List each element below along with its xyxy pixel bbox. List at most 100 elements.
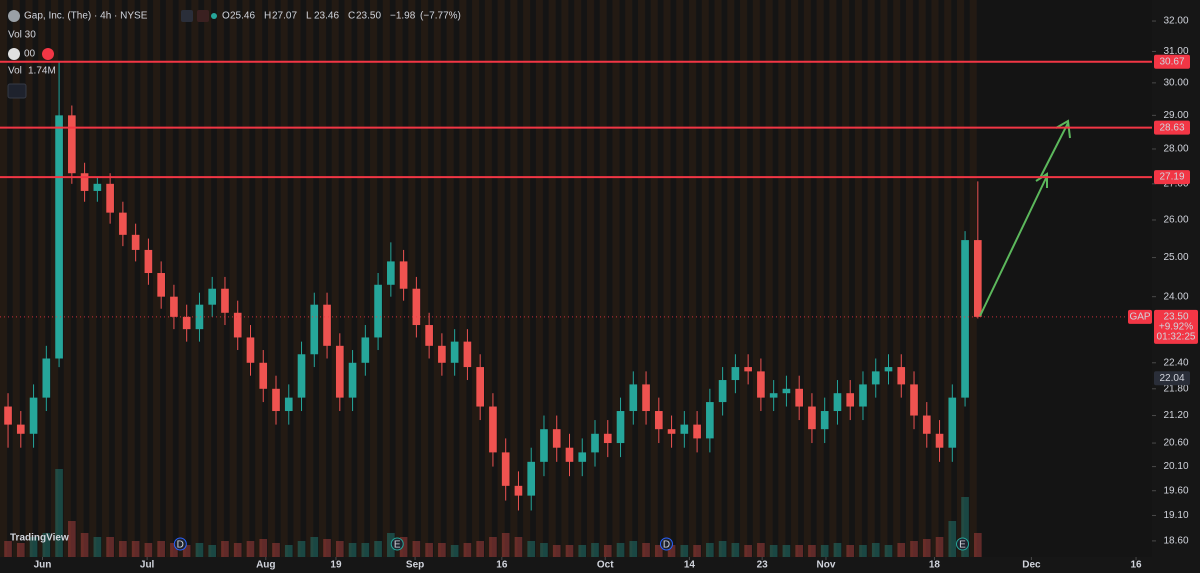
candle-body: [680, 424, 689, 434]
volume-bar: [642, 543, 650, 557]
volume-bar: [297, 541, 306, 557]
event-marker: [956, 537, 970, 551]
volume-bar: [119, 541, 127, 557]
candle-body: [629, 384, 638, 412]
volume-bar: [221, 541, 229, 557]
volume-bar: [871, 543, 880, 557]
candle-body: [935, 433, 944, 448]
volume-bar: [667, 545, 676, 557]
candle-body: [131, 234, 140, 250]
ohlc-value: 23.50: [356, 11, 381, 22]
volume-bar: [284, 545, 293, 557]
candle-body: [463, 341, 472, 368]
volume-bar: [693, 545, 701, 557]
candle-body: [259, 362, 268, 389]
event-label: E: [959, 540, 966, 551]
volume-bar: [476, 541, 484, 557]
volume-bar: [80, 533, 89, 557]
candle-body: [323, 304, 331, 346]
candle-body: [425, 325, 433, 346]
ohlc-key: L: [306, 11, 312, 22]
candle-body: [808, 406, 816, 430]
level-label: 28.63: [1159, 122, 1184, 133]
volume-bar: [616, 543, 625, 557]
candle-body: [540, 429, 548, 462]
volume-bar: [208, 545, 217, 557]
candle-body: [387, 261, 395, 285]
ohlc-value: 23.46: [314, 11, 339, 22]
candle-body: [68, 115, 76, 174]
volume-bar: [131, 541, 140, 557]
volume-bar: [922, 539, 931, 557]
candle-body: [144, 249, 153, 274]
candle-body: [170, 296, 178, 317]
symbol-title[interactable]: Gap, Inc. (The) · 4h · NYSE: [24, 11, 148, 22]
marker-tag: [1154, 371, 1190, 386]
button[interactable]: [181, 10, 193, 22]
x-tick-label: Oct: [597, 560, 614, 571]
volume-bar: [795, 545, 804, 557]
marker-label: 22.04: [1159, 373, 1184, 384]
y-tick-label: 21.20: [1163, 410, 1188, 421]
level-tag: [1154, 170, 1190, 185]
x-tick-label: Sep: [406, 560, 424, 571]
volume-bar: [144, 543, 153, 557]
volume-bar: [514, 537, 523, 557]
y-tick-label: 26.00: [1163, 215, 1188, 226]
volume-bar: [425, 543, 433, 557]
volume-bar: [910, 541, 918, 557]
candle-body: [157, 273, 165, 297]
candle-body: [438, 345, 446, 363]
candle-body: [552, 429, 561, 448]
candle-body: [310, 304, 319, 355]
candle-body: [744, 367, 752, 372]
button[interactable]: [197, 10, 209, 22]
y-tick-label: 18.60: [1163, 536, 1188, 547]
y-tick-label: 32.00: [1163, 16, 1188, 27]
candle-body: [922, 415, 931, 434]
candle-body: [4, 406, 12, 425]
x-tick-label: Dec: [1022, 560, 1041, 571]
event-marker: [390, 537, 404, 551]
volume-bar: [412, 541, 421, 557]
x-tick-label: 23: [757, 560, 769, 571]
volume-bar: [629, 541, 638, 557]
volume-bar: [272, 543, 280, 557]
volume-bar: [68, 521, 76, 557]
volume-bar: [859, 545, 867, 557]
volume-bar: [16, 543, 25, 557]
volume-bar: [348, 543, 357, 557]
volume-bar: [654, 545, 663, 557]
candle-body: [693, 424, 701, 439]
alert-icon[interactable]: [42, 48, 54, 60]
header: Gap, Inc. (The) · 4h · NYSE O 25.46 H 27.07…: [7, 10, 461, 99]
candle-body: [29, 397, 38, 434]
candle-body: [106, 183, 114, 213]
y-tick-label: 28.00: [1163, 144, 1188, 155]
toggle[interactable]: [8, 48, 20, 60]
indicator-label[interactable]: Vol 30: [8, 30, 36, 41]
candle-body: [119, 212, 127, 235]
y-tick-label: 21.80: [1163, 383, 1188, 394]
volume-bar: [93, 537, 102, 557]
candle-body: [284, 397, 293, 412]
volume-bar: [335, 541, 344, 557]
volume-bar: [42, 533, 51, 557]
level-tag: [1154, 54, 1190, 69]
candle-body: [859, 384, 867, 407]
change-percent: (−7.77%): [420, 11, 461, 22]
x-tick-label: 16: [1130, 560, 1142, 571]
volume-bar: [310, 537, 319, 557]
volume-bar: [973, 533, 982, 557]
ohlc-key: O: [222, 11, 230, 22]
collapse-button[interactable]: [7, 83, 27, 99]
volume-bar: [489, 537, 497, 557]
x-tick-label: 14: [684, 560, 696, 571]
volume-bar: [961, 497, 969, 557]
volume-bar: [4, 541, 12, 557]
candle-body: [348, 362, 357, 398]
x-tick-label: Nov: [817, 560, 836, 571]
y-tick-label: 19.60: [1163, 485, 1188, 496]
x-tick-label: 19: [330, 560, 342, 571]
volume-bar: [820, 545, 829, 557]
